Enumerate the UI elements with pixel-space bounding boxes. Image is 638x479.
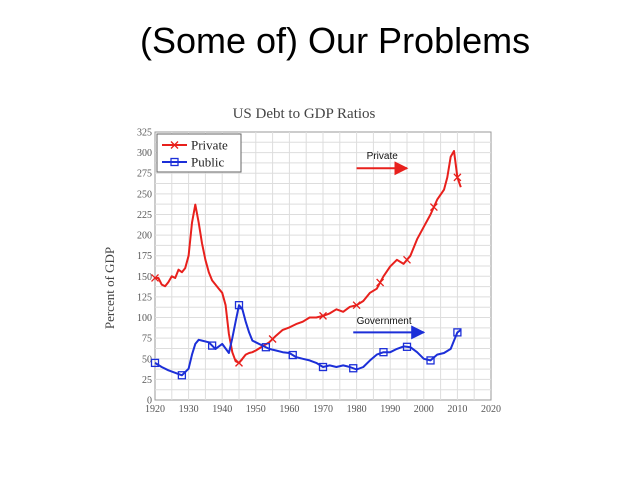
x-tick-label: 1980	[347, 404, 367, 415]
y-tick-label: 0	[147, 396, 152, 407]
legend-label-public: Public	[191, 155, 224, 170]
x-tick-label: 1940	[212, 404, 232, 415]
x-tick-label: 1930	[179, 404, 199, 415]
y-tick-label: 50	[142, 354, 152, 365]
y-tick-label: 75	[142, 334, 152, 345]
series-marker-public	[234, 301, 244, 310]
legend-marker-public	[170, 157, 179, 167]
y-tick-label: 250	[137, 189, 152, 200]
marker-stroke	[429, 203, 438, 211]
y-tick-label: 275	[137, 169, 152, 180]
y-tick-label: 300	[137, 148, 152, 159]
marker-stroke	[235, 358, 243, 367]
x-tick-label: 2020	[481, 404, 501, 415]
y-tick-label: 325	[137, 128, 152, 139]
series-marker-public	[261, 343, 271, 352]
x-tick-label: 1970	[313, 404, 333, 415]
slide-title: (Some of) Our Problems	[140, 20, 531, 61]
marker-stroke	[319, 311, 327, 320]
legend-marker-private	[170, 141, 179, 149]
annotation-label-government: Government	[357, 316, 412, 327]
series-marker-private	[429, 203, 438, 211]
x-tick-label: 2010	[447, 404, 467, 415]
marker-stroke	[352, 301, 361, 310]
marker-stroke	[403, 255, 411, 264]
series-marker-public	[402, 342, 412, 351]
series-marker-private	[319, 311, 327, 320]
y-tick-label: 25	[142, 375, 152, 386]
series-marker-private	[268, 335, 277, 343]
x-tick-label: 1990	[380, 404, 400, 415]
y-tick-label: 100	[137, 313, 152, 324]
series-marker-private	[403, 255, 411, 264]
series-marker-private	[352, 301, 361, 310]
series-marker-public	[177, 371, 187, 380]
chart-title: US Debt to GDP Ratios	[233, 106, 376, 122]
y-axis-label: Percent of GDP	[102, 247, 117, 329]
marker-stroke	[376, 278, 385, 287]
y-tick-label: 125	[137, 292, 152, 303]
x-tick-label: 1960	[279, 404, 299, 415]
y-tick-label: 175	[137, 251, 152, 262]
series-marker-public	[453, 328, 462, 337]
x-tick-label: 1920	[145, 404, 165, 415]
marker-stroke	[151, 273, 159, 282]
series-marker-public	[426, 356, 435, 365]
y-tick-label: 200	[137, 231, 152, 242]
x-tick-label: 2000	[414, 404, 434, 415]
series-marker-private	[376, 278, 385, 287]
series-marker-public	[207, 341, 217, 350]
annotation-label-private: Private	[367, 151, 399, 162]
legend-label-private: Private	[191, 138, 228, 153]
series-marker-public	[288, 350, 297, 360]
marker-stroke	[268, 335, 277, 343]
series-marker-public	[379, 348, 388, 357]
series-marker-public	[150, 358, 160, 368]
series-marker-private	[151, 273, 159, 282]
y-tick-label: 225	[137, 210, 152, 221]
marker-stroke	[453, 173, 462, 182]
y-tick-label: 150	[137, 272, 152, 283]
debt-chart: US Debt to GDP Ratios Percent of GDP 192…	[102, 106, 501, 415]
series-line-public	[154, 304, 462, 377]
series-marker-private	[453, 173, 462, 182]
x-tick-label: 1950	[246, 404, 266, 415]
series-marker-private	[235, 358, 243, 367]
series-marker-public	[349, 364, 358, 373]
series-marker-public	[318, 362, 328, 372]
